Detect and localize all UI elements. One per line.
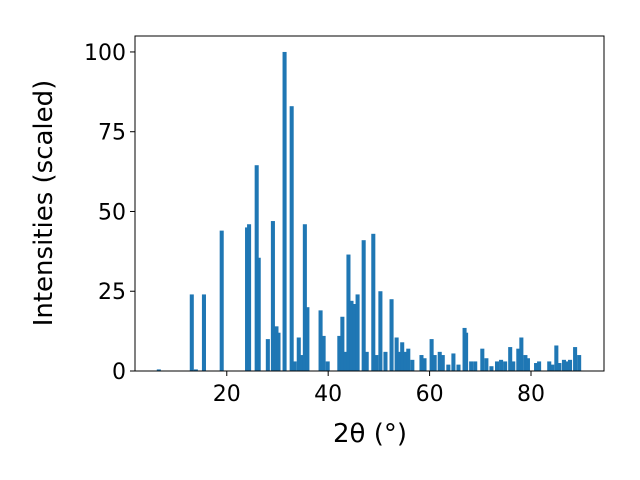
bar [355,294,360,371]
bar [325,361,330,371]
bar [378,291,383,371]
bar [451,353,456,371]
bar [534,363,539,371]
bar [473,361,478,371]
bar [480,348,485,371]
bar [422,358,427,371]
bar [499,359,504,371]
bar [349,300,354,371]
bar [374,355,379,371]
bar [276,332,281,371]
bar [352,304,357,371]
bar [397,351,402,371]
bar [270,221,275,371]
x-tick-label: 20 [213,382,241,407]
bar [437,351,442,371]
bar [361,240,366,371]
bar [537,361,542,371]
bar [410,359,415,371]
bar [557,363,562,371]
bar [550,364,555,371]
x-axis-label: 2θ (°) [333,419,407,449]
bar [346,254,351,371]
bar [292,361,297,371]
bar [419,355,424,371]
y-tick-label: 100 [84,41,126,66]
y-axis-label: Intensities (scaled) [29,80,59,327]
bar [219,230,224,371]
y-tick-label: 75 [98,121,126,146]
bar [489,366,494,371]
bar [302,224,307,371]
bar [464,332,469,371]
bar [508,347,513,371]
bar [561,359,566,371]
x-tick-label: 60 [416,382,444,407]
bar [400,342,405,371]
bar [519,337,524,371]
bar [343,351,348,371]
bar [282,51,287,371]
bar [577,355,582,371]
bar [340,316,345,371]
bar [440,355,445,371]
y-tick-label: 0 [112,360,126,385]
plot-frame [134,35,605,372]
bar [318,310,323,371]
bar [156,369,161,371]
bar [321,335,326,371]
bar [299,355,304,371]
bar [403,351,408,371]
bar [305,307,310,371]
bar [394,337,399,371]
bar [568,359,573,371]
bar [554,345,559,371]
bar [494,361,500,371]
bar [247,224,252,371]
bar [456,364,461,371]
bar [564,361,570,371]
bar [429,339,434,371]
bar [523,355,528,371]
y-tick-label: 50 [98,200,126,225]
bar [525,358,530,371]
bar [573,347,578,371]
bar [511,361,516,371]
bar [289,106,294,371]
bar [296,337,301,371]
bar [371,233,376,371]
bar [469,361,474,371]
bar [201,294,206,371]
bar [189,294,194,371]
bar [193,369,198,371]
bar [516,348,521,371]
bar [383,351,388,371]
bar [484,358,489,371]
bar [265,339,270,371]
x-tick-label: 80 [517,382,545,407]
bar [256,257,261,371]
x-tick-label: 40 [314,382,342,407]
bar [389,299,394,371]
bar [503,361,508,371]
bar [446,364,451,371]
bar [432,355,437,371]
y-tick-label: 25 [98,280,126,305]
bar [364,351,369,371]
bar [406,348,411,371]
bar [547,361,552,371]
bar [337,335,342,371]
